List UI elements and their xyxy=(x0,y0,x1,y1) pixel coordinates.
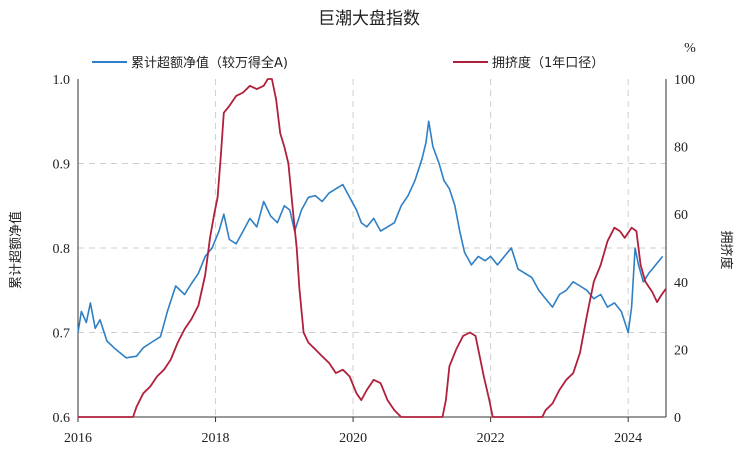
x-tick-label: 2020 xyxy=(339,431,367,446)
x-tick-label: 2024 xyxy=(614,431,642,446)
right-axis-unit: % xyxy=(684,41,696,56)
left-axis-label: 累计超额净值 xyxy=(8,211,24,289)
legend-label-excess-nav: 累计超额净值（较万得全A) xyxy=(131,55,288,71)
y-left-tick-label: 0.6 xyxy=(53,411,71,426)
x-tick-label: 2022 xyxy=(477,431,505,446)
series-line-crowding xyxy=(78,78,667,418)
legend: 累计超额净值（较万得全A) 拥挤度（1年口径） xyxy=(92,55,604,71)
chart-title: 巨潮大盘指数 xyxy=(318,9,420,29)
y-right-tick-label: 40 xyxy=(674,276,688,291)
tick-labels: 0.6 0.7 0.8 0.9 1.0 0 20 40 60 80 100 2016 2018 2020 2… xyxy=(53,73,696,446)
y-left-tick-label: 0.9 xyxy=(53,158,71,173)
y-right-tick-label: 60 xyxy=(674,208,688,223)
series xyxy=(77,78,667,418)
y-left-tick-label: 0.8 xyxy=(53,242,71,257)
legend-label-crowding: 拥挤度（1年口径） xyxy=(492,55,604,71)
axes xyxy=(77,79,667,422)
x-tick-label: 2016 xyxy=(64,431,92,446)
y-right-tick-label: 100 xyxy=(674,73,695,88)
y-left-tick-label: 0.7 xyxy=(53,327,71,342)
y-right-tick-label: 20 xyxy=(674,343,688,358)
x-tick-label: 2018 xyxy=(202,431,230,446)
y-right-tick-label: 0 xyxy=(674,411,681,426)
grid xyxy=(78,79,666,417)
right-axis-label: 拥挤度 xyxy=(718,230,734,269)
series-line-excess-nav xyxy=(77,120,664,359)
y-left-tick-label: 1.0 xyxy=(53,73,71,88)
y-right-tick-label: 80 xyxy=(674,141,688,156)
